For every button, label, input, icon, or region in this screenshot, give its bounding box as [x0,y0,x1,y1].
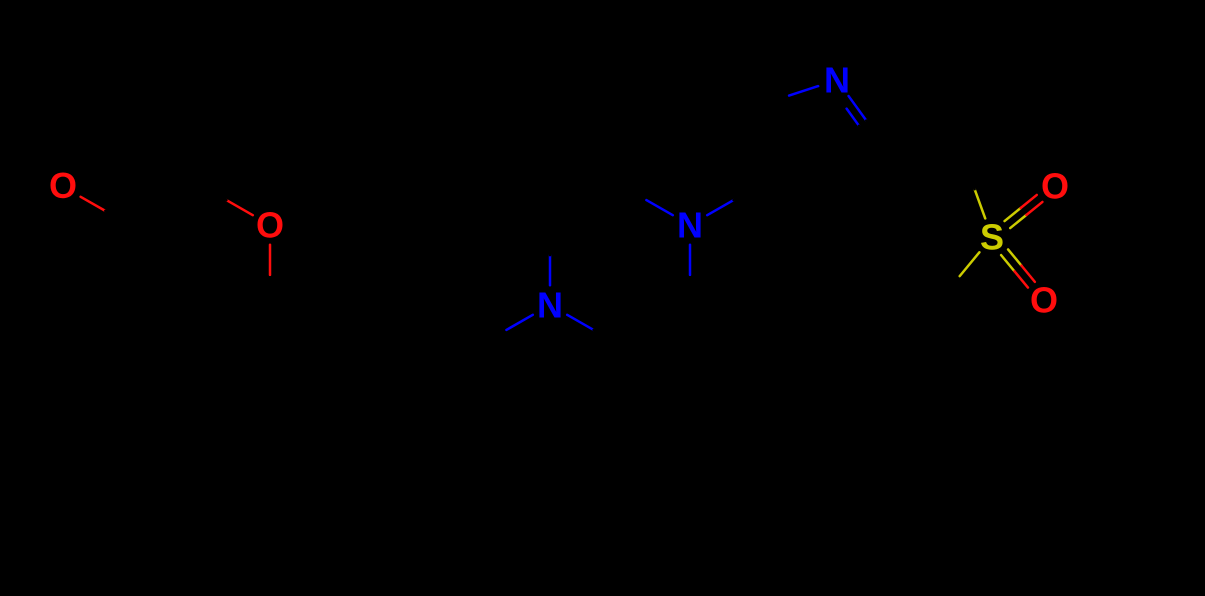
o-atom-label: O [1041,166,1069,207]
o-atom-label: O [256,205,284,246]
o-atom-label: O [1030,280,1058,321]
o-atom-label: HO [23,165,77,206]
n-atom-label: N [824,60,850,101]
molecule-diagram: HOONNNSOO [0,0,1205,596]
n-atom-label: N [677,205,703,246]
s-atom-label: S [980,217,1004,258]
n-atom-label: N [537,285,563,326]
